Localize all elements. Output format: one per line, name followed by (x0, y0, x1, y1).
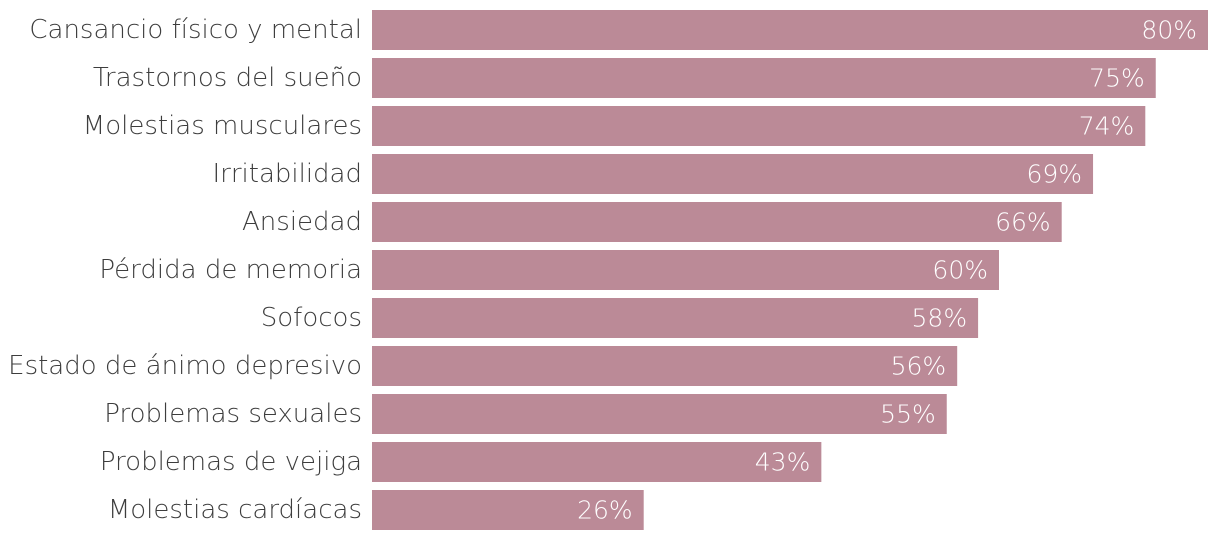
category-label: Molestias cardíacas (108, 495, 362, 525)
category-label: Cansancio físico y mental (29, 15, 362, 45)
value-label: 66% (995, 208, 1051, 237)
category-label: Estado de ánimo depresivo (8, 351, 362, 381)
bar (372, 394, 947, 434)
value-label: 43% (755, 448, 811, 477)
value-labels: 80% 75% 74% 69% 66%60% 58% 56% 55% 43% 26% (577, 16, 1197, 525)
category-label: Ansiedad (242, 207, 362, 237)
value-label: 80% (1141, 16, 1197, 45)
value-label: 55% (880, 400, 936, 429)
bar (372, 10, 1208, 50)
value-label: 69% (1026, 160, 1082, 189)
category-label: Irritabilidad (212, 159, 362, 189)
category-label: Molestias musculares (83, 111, 362, 141)
category-label: Trastornos del sueño (93, 63, 362, 93)
bar (372, 154, 1094, 194)
bar (372, 202, 1062, 242)
bar (372, 490, 644, 530)
value-label: 58% (912, 304, 968, 333)
category-label: Problemas sexuales (104, 399, 362, 429)
value-label: 74% (1079, 112, 1135, 141)
bar (372, 106, 1146, 146)
bar (372, 346, 958, 386)
category-label: Problemas de vejiga (100, 447, 362, 477)
bar (372, 298, 979, 338)
category-label: Sofocos (261, 303, 362, 333)
value-label: 26% (577, 496, 633, 525)
category-label: Pérdida de memoria (99, 255, 362, 285)
bar (372, 442, 822, 482)
bar (372, 250, 999, 290)
value-label: 56% (891, 352, 947, 381)
value-label: 60% (932, 256, 988, 285)
bar (372, 58, 1156, 98)
value-label: 75% (1089, 64, 1145, 93)
bars (372, 10, 1208, 530)
category-labels: Cansancio físico y mental Trastornos del … (8, 15, 362, 525)
